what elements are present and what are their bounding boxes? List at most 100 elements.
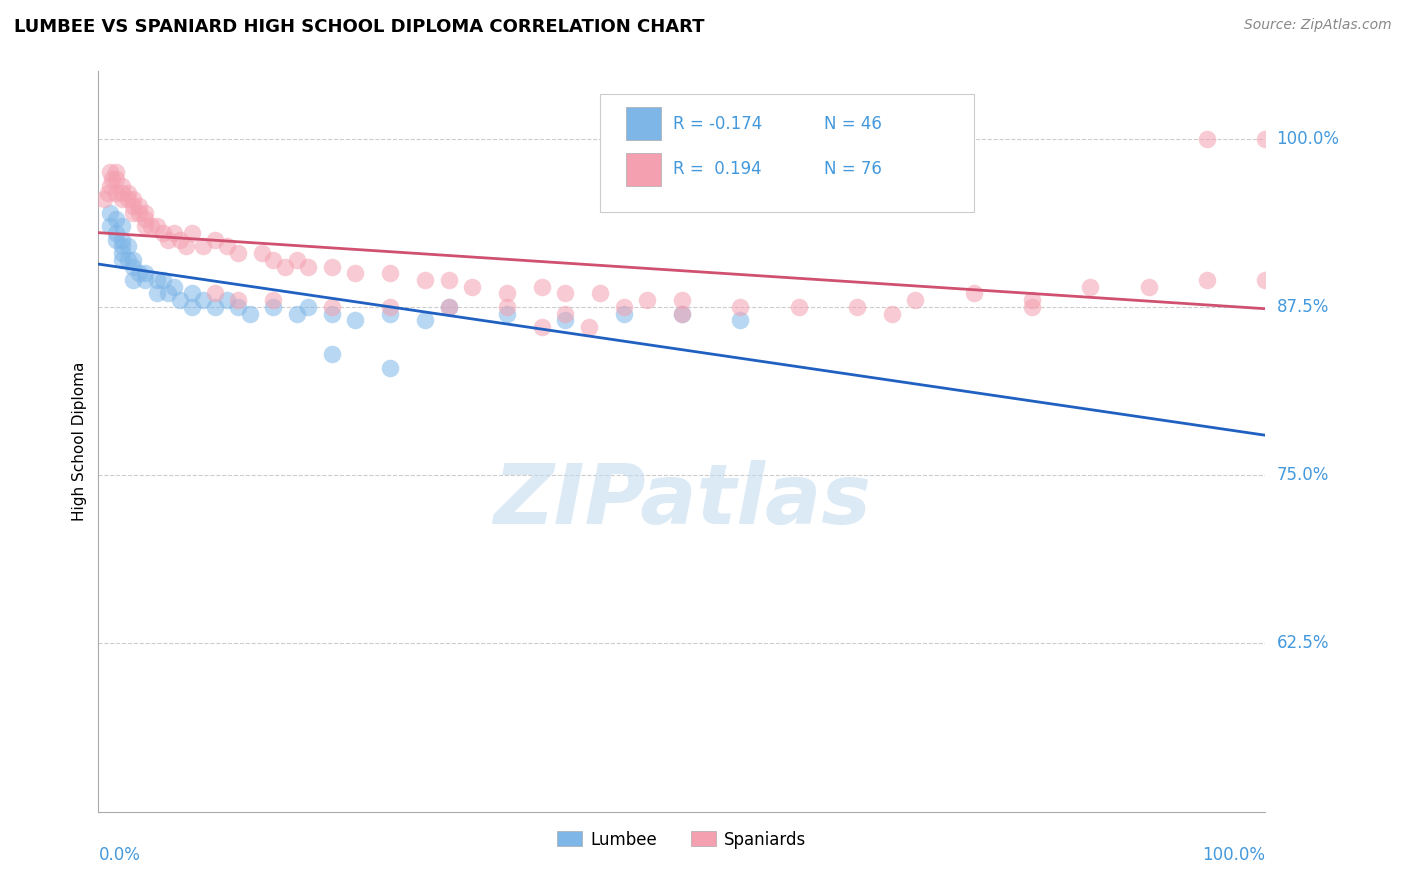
Text: R =  0.194: R = 0.194 [672, 161, 761, 178]
Text: R = -0.174: R = -0.174 [672, 115, 762, 133]
Point [204, 233, 226, 247]
Point [1137, 279, 1160, 293]
Point [134, 266, 156, 280]
Point [730, 300, 752, 314]
Point [554, 307, 576, 321]
Point [1021, 293, 1043, 308]
Point [1254, 273, 1277, 287]
Point [122, 205, 145, 219]
Point [104, 233, 127, 247]
Point [111, 192, 134, 206]
Point [98, 165, 121, 179]
Point [111, 246, 134, 260]
Point [215, 293, 238, 308]
Point [163, 279, 186, 293]
Point [117, 239, 139, 253]
Point [846, 300, 869, 314]
Point [157, 233, 180, 247]
Point [204, 286, 226, 301]
Point [1195, 131, 1218, 145]
Point [1195, 273, 1218, 287]
Point [180, 226, 202, 240]
Point [461, 279, 484, 293]
Bar [626, 153, 661, 186]
Point [146, 273, 169, 287]
Point [496, 286, 519, 301]
Point [321, 347, 343, 361]
Point [215, 239, 238, 253]
Point [134, 212, 156, 227]
Point [496, 307, 519, 321]
Point [128, 266, 150, 280]
Text: N = 46: N = 46 [824, 115, 882, 133]
Point [169, 293, 191, 308]
Point [97, 186, 120, 200]
Point [98, 178, 121, 193]
Point [344, 266, 367, 280]
Point [180, 286, 202, 301]
Y-axis label: High School Diploma: High School Diploma [72, 362, 87, 521]
Point [193, 239, 215, 253]
Text: 100.0%: 100.0% [1277, 129, 1340, 148]
Point [437, 300, 460, 314]
Point [530, 320, 553, 334]
Point [152, 273, 174, 287]
Point [228, 246, 250, 260]
Point [134, 273, 156, 287]
Point [285, 307, 308, 321]
Point [228, 300, 250, 314]
Point [111, 239, 134, 253]
Point [321, 307, 343, 321]
Point [496, 300, 519, 314]
Point [285, 252, 308, 267]
Point [139, 219, 162, 234]
Point [128, 205, 150, 219]
Point [321, 260, 343, 274]
Point [380, 307, 402, 321]
Point [122, 273, 145, 287]
Point [128, 199, 150, 213]
Point [613, 300, 636, 314]
Point [104, 186, 127, 200]
Point [111, 178, 134, 193]
Point [437, 300, 460, 314]
Point [204, 300, 226, 314]
Point [413, 273, 436, 287]
Point [104, 226, 127, 240]
Text: 87.5%: 87.5% [1277, 298, 1329, 316]
Point [117, 192, 139, 206]
Point [380, 266, 402, 280]
Point [98, 219, 121, 234]
Point [180, 300, 202, 314]
Point [193, 293, 215, 308]
Point [671, 293, 693, 308]
Point [344, 313, 367, 327]
Point [880, 307, 903, 321]
Point [787, 300, 810, 314]
Point [636, 293, 658, 308]
Point [730, 313, 752, 327]
Point [437, 273, 460, 287]
Point [134, 219, 156, 234]
Point [228, 293, 250, 308]
Point [1080, 279, 1102, 293]
Point [98, 205, 121, 219]
Point [297, 260, 319, 274]
Point [554, 286, 576, 301]
Text: LUMBEE VS SPANIARD HIGH SCHOOL DIPLOMA CORRELATION CHART: LUMBEE VS SPANIARD HIGH SCHOOL DIPLOMA C… [14, 18, 704, 36]
Point [239, 307, 262, 321]
Point [163, 226, 186, 240]
Point [111, 219, 134, 234]
Point [1021, 300, 1043, 314]
Point [380, 360, 402, 375]
Point [169, 233, 191, 247]
Point [250, 246, 273, 260]
Text: Source: ZipAtlas.com: Source: ZipAtlas.com [1244, 18, 1392, 32]
Point [134, 205, 156, 219]
Point [671, 307, 693, 321]
Bar [626, 107, 661, 140]
Point [174, 239, 197, 253]
Point [104, 165, 127, 179]
Text: 62.5%: 62.5% [1277, 634, 1329, 652]
Point [146, 286, 169, 301]
